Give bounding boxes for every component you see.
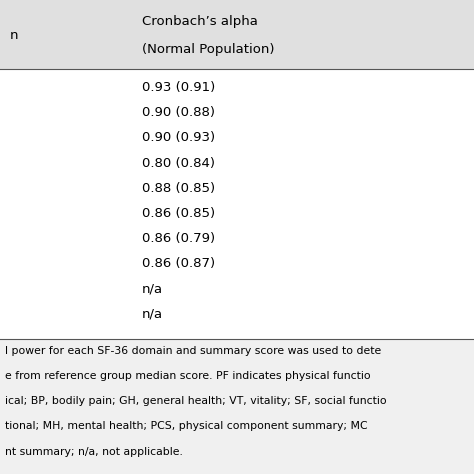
Text: n/a: n/a	[142, 282, 164, 295]
Text: 0.86 (0.85): 0.86 (0.85)	[142, 207, 215, 220]
Text: 0.93 (0.91): 0.93 (0.91)	[142, 81, 216, 94]
Text: e from reference group median score. PF indicates physical functio: e from reference group median score. PF …	[5, 371, 370, 381]
Text: n/a: n/a	[142, 307, 164, 320]
Text: 0.80 (0.84): 0.80 (0.84)	[142, 156, 215, 170]
Text: (Normal Population): (Normal Population)	[142, 43, 275, 56]
Text: 0.86 (0.87): 0.86 (0.87)	[142, 257, 215, 270]
Text: 0.88 (0.85): 0.88 (0.85)	[142, 182, 215, 195]
Text: nt summary; n/a, not applicable.: nt summary; n/a, not applicable.	[5, 447, 182, 456]
Text: ical; BP, bodily pain; GH, general health; VT, vitality; SF, social functio: ical; BP, bodily pain; GH, general healt…	[5, 396, 386, 406]
Text: 0.86 (0.79): 0.86 (0.79)	[142, 232, 215, 245]
Bar	[0, 0, 474, 69]
Text: Cronbach’s alpha: Cronbach’s alpha	[142, 15, 258, 28]
Text: tional; MH, mental health; PCS, physical component summary; MC: tional; MH, mental health; PCS, physical…	[5, 421, 367, 431]
Text: n: n	[9, 29, 18, 42]
Text: l power for each SF-36 domain and summary score was used to dete: l power for each SF-36 domain and summar…	[5, 346, 381, 356]
Text: 0.90 (0.88): 0.90 (0.88)	[142, 106, 215, 119]
Bar	[0, 339, 474, 474]
Text: 0.90 (0.93): 0.90 (0.93)	[142, 131, 215, 145]
